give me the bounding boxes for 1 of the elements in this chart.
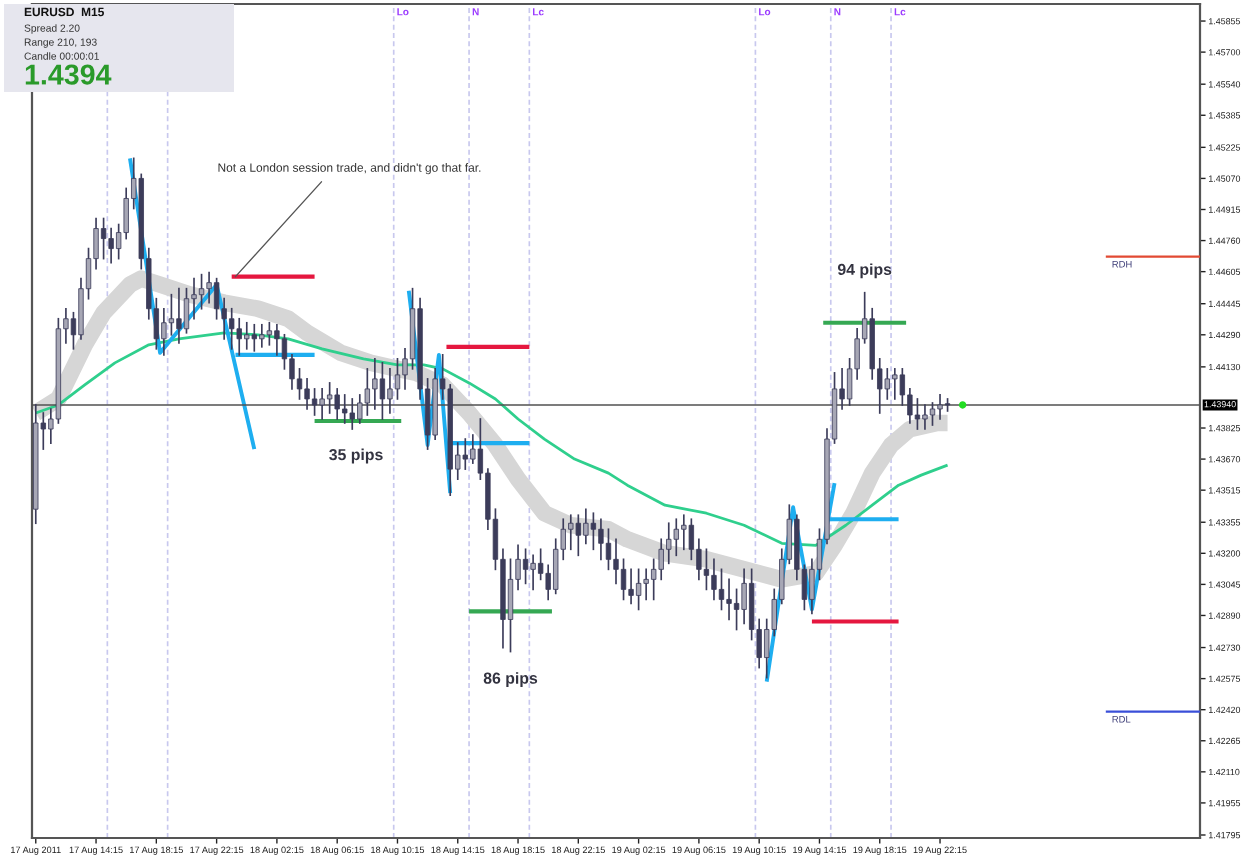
annotation: 1.4394 bbox=[25, 64, 112, 85]
